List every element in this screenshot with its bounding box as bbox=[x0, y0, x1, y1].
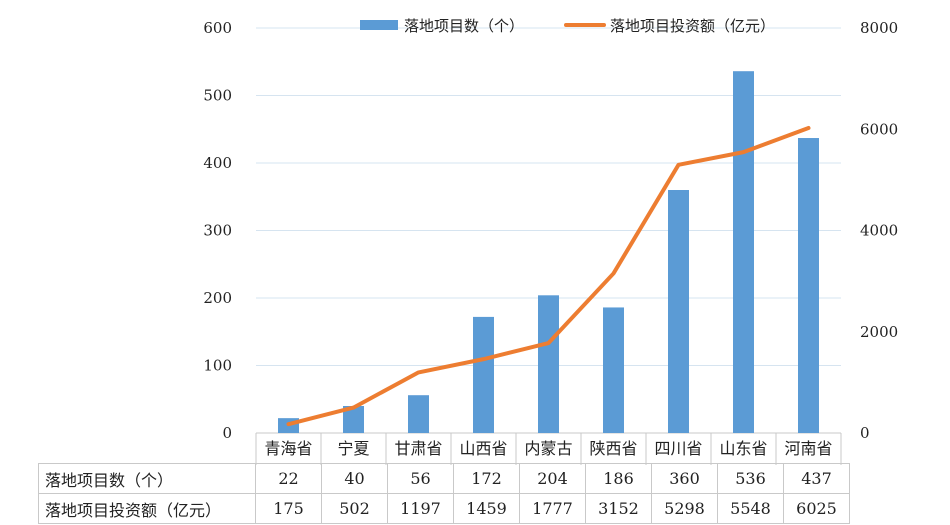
table-cell: 5298 bbox=[651, 493, 718, 524]
table-cell: 186 bbox=[585, 463, 652, 494]
category-label: 四川省 bbox=[654, 439, 702, 458]
table-cell: 5548 bbox=[717, 493, 784, 524]
category-label: 甘肃省 bbox=[394, 439, 442, 458]
left-tick-label: 100 bbox=[203, 357, 232, 375]
bar bbox=[798, 138, 819, 433]
bar-series bbox=[278, 71, 819, 433]
table-cell: 437 bbox=[783, 463, 850, 494]
table-cell: 1197 bbox=[387, 493, 454, 524]
line-point bbox=[547, 341, 550, 345]
table-cell: 360 bbox=[651, 463, 718, 494]
bar bbox=[603, 307, 624, 433]
right-tick-label: 0 bbox=[860, 424, 870, 442]
data-table: 落地项目数（个） 22 40 56 172 204 186 360 536 437 落地项目投资额（… bbox=[38, 463, 850, 524]
line-point bbox=[417, 370, 420, 374]
table-cell: 56 bbox=[387, 463, 454, 494]
table-cell: 1777 bbox=[519, 493, 586, 524]
category-label: 陕西省 bbox=[589, 439, 637, 458]
left-tick-label: 200 bbox=[203, 289, 232, 307]
table-cell: 1459 bbox=[453, 493, 520, 524]
left-tick-label: 500 bbox=[203, 87, 232, 105]
table-cell: 502 bbox=[321, 493, 388, 524]
table-row-label: 落地项目投资额（亿元） bbox=[38, 493, 256, 524]
table-cell: 536 bbox=[717, 463, 784, 494]
category-label: 宁夏 bbox=[337, 439, 369, 458]
line-point bbox=[482, 357, 485, 361]
legend: 落地项目数（个） 落地项目投资额（亿元） bbox=[360, 17, 775, 35]
right-tick-label: 2000 bbox=[860, 323, 898, 341]
legend-line-label: 落地项目投资额（亿元） bbox=[610, 17, 775, 35]
table-cell: 22 bbox=[255, 463, 322, 494]
legend-bar-label: 落地项目数（个） bbox=[404, 17, 524, 35]
bar bbox=[538, 295, 559, 433]
table-row: 落地项目数（个） 22 40 56 172 204 186 360 536 437 bbox=[38, 463, 850, 494]
table-cell: 40 bbox=[321, 463, 388, 494]
right-tick-label: 6000 bbox=[860, 120, 898, 138]
bar bbox=[473, 316, 494, 433]
category-axis: 青海省 宁夏 甘肃省 山西省 内蒙古 陕西省 四川省 山东省 河南省 bbox=[255, 433, 842, 465]
left-tick-label: 600 bbox=[203, 19, 232, 37]
bar bbox=[733, 71, 754, 433]
line-point bbox=[287, 422, 290, 426]
category-label: 山东省 bbox=[719, 439, 767, 458]
right-tick-label: 8000 bbox=[860, 19, 898, 37]
line-point bbox=[677, 163, 680, 167]
category-label: 山西省 bbox=[459, 439, 507, 458]
right-tick-label: 4000 bbox=[860, 222, 898, 240]
table-cell: 6025 bbox=[783, 493, 850, 524]
category-label: 河南省 bbox=[784, 439, 832, 458]
left-tick-label: 0 bbox=[222, 424, 232, 442]
left-tick-label: 300 bbox=[203, 222, 232, 240]
line-point bbox=[742, 150, 745, 154]
right-y-axis: 0 2000 4000 6000 8000 bbox=[860, 19, 898, 442]
line-point bbox=[612, 271, 615, 275]
bar bbox=[408, 395, 429, 433]
table-cell: 175 bbox=[255, 493, 322, 524]
table-row: 落地项目投资额（亿元） 175 502 1197 1459 1777 3152 5298 554… bbox=[38, 493, 850, 524]
legend-bar-swatch bbox=[360, 20, 398, 30]
category-label: 青海省 bbox=[264, 439, 312, 458]
left-y-axis: 0 100 200 300 400 500 600 bbox=[203, 19, 232, 442]
bar bbox=[343, 406, 364, 433]
table-cell: 172 bbox=[453, 463, 520, 494]
table-row-label: 落地项目数（个） bbox=[38, 463, 256, 494]
left-tick-label: 400 bbox=[203, 154, 232, 172]
line-point bbox=[352, 406, 355, 410]
bar bbox=[668, 190, 689, 433]
line-series bbox=[286, 125, 811, 427]
category-label: 内蒙古 bbox=[524, 439, 572, 458]
line-point bbox=[807, 126, 810, 130]
combo-chart: 0 100 200 300 400 500 600 0 2000 4000 6000 8000 青海… bbox=[203, 17, 898, 465]
table-cell: 3152 bbox=[585, 493, 652, 524]
table-cell: 204 bbox=[519, 463, 586, 494]
